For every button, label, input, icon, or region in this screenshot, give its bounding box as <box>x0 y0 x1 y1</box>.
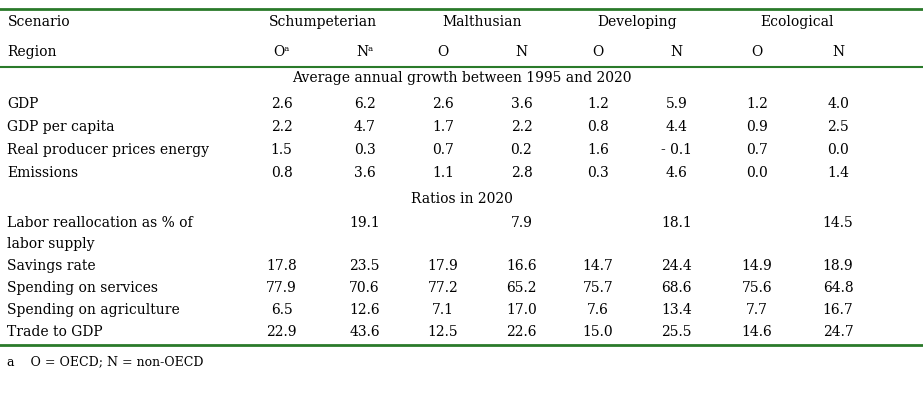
Text: 2.2: 2.2 <box>510 120 533 134</box>
Text: 18.1: 18.1 <box>661 216 692 230</box>
Text: Ratios in 2020: Ratios in 2020 <box>411 191 512 206</box>
Text: 4.7: 4.7 <box>354 120 376 134</box>
Text: 0.7: 0.7 <box>432 143 454 157</box>
Text: 2.5: 2.5 <box>827 120 849 134</box>
Text: 1.2: 1.2 <box>746 97 768 111</box>
Text: 5.9: 5.9 <box>665 97 688 111</box>
Text: 0.8: 0.8 <box>587 120 609 134</box>
Text: Savings rate: Savings rate <box>7 258 96 272</box>
Text: Average annual growth between 1995 and 2020: Average annual growth between 1995 and 2… <box>292 71 631 85</box>
Text: 23.5: 23.5 <box>349 258 380 272</box>
Text: 7.7: 7.7 <box>746 302 768 316</box>
Text: 0.0: 0.0 <box>746 166 768 180</box>
Text: 19.1: 19.1 <box>349 216 380 230</box>
Text: 2.6: 2.6 <box>432 97 454 111</box>
Text: Developing: Developing <box>597 15 677 29</box>
Text: 6.2: 6.2 <box>354 97 376 111</box>
Text: 12.5: 12.5 <box>427 324 459 338</box>
Text: Labor reallocation as % of: Labor reallocation as % of <box>7 216 193 230</box>
Text: 16.7: 16.7 <box>822 302 854 316</box>
Text: Region: Region <box>7 45 57 58</box>
Text: GDP: GDP <box>7 97 39 111</box>
Text: 24.4: 24.4 <box>661 258 692 272</box>
Text: 17.9: 17.9 <box>427 258 459 272</box>
Text: - 0.1: - 0.1 <box>661 143 692 157</box>
Text: 1.4: 1.4 <box>827 166 849 180</box>
Text: 77.2: 77.2 <box>427 280 459 294</box>
Text: Real producer prices energy: Real producer prices energy <box>7 143 210 157</box>
Text: 12.6: 12.6 <box>349 302 380 316</box>
Text: 14.5: 14.5 <box>822 216 854 230</box>
Text: 7.9: 7.9 <box>510 216 533 230</box>
Text: 1.5: 1.5 <box>270 143 293 157</box>
Text: 2.8: 2.8 <box>510 166 533 180</box>
Text: 17.0: 17.0 <box>506 302 537 316</box>
Text: 7.1: 7.1 <box>432 302 454 316</box>
Text: 15.0: 15.0 <box>582 324 614 338</box>
Text: 65.2: 65.2 <box>506 280 537 294</box>
Text: 68.6: 68.6 <box>661 280 692 294</box>
Text: Ecological: Ecological <box>761 15 834 29</box>
Text: O: O <box>751 45 762 58</box>
Text: 0.2: 0.2 <box>510 143 533 157</box>
Text: Scenario: Scenario <box>7 15 70 29</box>
Text: 25.5: 25.5 <box>661 324 692 338</box>
Text: 13.4: 13.4 <box>661 302 692 316</box>
Text: a    O = OECD; N = non-OECD: a O = OECD; N = non-OECD <box>7 354 204 367</box>
Text: 1.7: 1.7 <box>432 120 454 134</box>
Text: Trade to GDP: Trade to GDP <box>7 324 103 338</box>
Text: Oᵃ: Oᵃ <box>273 45 290 58</box>
Text: 1.2: 1.2 <box>587 97 609 111</box>
Text: 4.0: 4.0 <box>827 97 849 111</box>
Text: GDP per capita: GDP per capita <box>7 120 114 134</box>
Text: 3.6: 3.6 <box>354 166 376 180</box>
Text: O: O <box>438 45 449 58</box>
Text: Spending on agriculture: Spending on agriculture <box>7 302 180 316</box>
Text: 17.8: 17.8 <box>266 258 297 272</box>
Text: O: O <box>593 45 604 58</box>
Text: 6.5: 6.5 <box>270 302 293 316</box>
Text: Schumpeterian: Schumpeterian <box>269 15 378 29</box>
Text: 0.0: 0.0 <box>827 143 849 157</box>
Text: 0.7: 0.7 <box>746 143 768 157</box>
Text: 4.6: 4.6 <box>665 166 688 180</box>
Text: Spending on services: Spending on services <box>7 280 159 294</box>
Text: 14.7: 14.7 <box>582 258 614 272</box>
Text: 1.1: 1.1 <box>432 166 454 180</box>
Text: N: N <box>670 45 683 58</box>
Text: 0.3: 0.3 <box>354 143 376 157</box>
Text: labor supply: labor supply <box>7 237 95 251</box>
Text: 75.6: 75.6 <box>741 280 773 294</box>
Text: 70.6: 70.6 <box>349 280 380 294</box>
Text: Emissions: Emissions <box>7 166 78 180</box>
Text: 14.9: 14.9 <box>741 258 773 272</box>
Text: 43.6: 43.6 <box>349 324 380 338</box>
Text: 7.6: 7.6 <box>587 302 609 316</box>
Text: 14.6: 14.6 <box>741 324 773 338</box>
Text: N: N <box>515 45 528 58</box>
Text: 2.2: 2.2 <box>270 120 293 134</box>
Text: 2.6: 2.6 <box>270 97 293 111</box>
Text: 16.6: 16.6 <box>506 258 537 272</box>
Text: 0.3: 0.3 <box>587 166 609 180</box>
Text: Nᵃ: Nᵃ <box>356 45 373 58</box>
Text: 22.9: 22.9 <box>266 324 297 338</box>
Text: 4.4: 4.4 <box>665 120 688 134</box>
Text: 77.9: 77.9 <box>266 280 297 294</box>
Text: 3.6: 3.6 <box>510 97 533 111</box>
Text: 75.7: 75.7 <box>582 280 614 294</box>
Text: 0.9: 0.9 <box>746 120 768 134</box>
Text: 64.8: 64.8 <box>822 280 854 294</box>
Text: Malthusian: Malthusian <box>442 15 522 29</box>
Text: 24.7: 24.7 <box>822 324 854 338</box>
Text: 0.8: 0.8 <box>270 166 293 180</box>
Text: 1.6: 1.6 <box>587 143 609 157</box>
Text: 22.6: 22.6 <box>506 324 537 338</box>
Text: 18.9: 18.9 <box>822 258 854 272</box>
Text: N: N <box>832 45 845 58</box>
